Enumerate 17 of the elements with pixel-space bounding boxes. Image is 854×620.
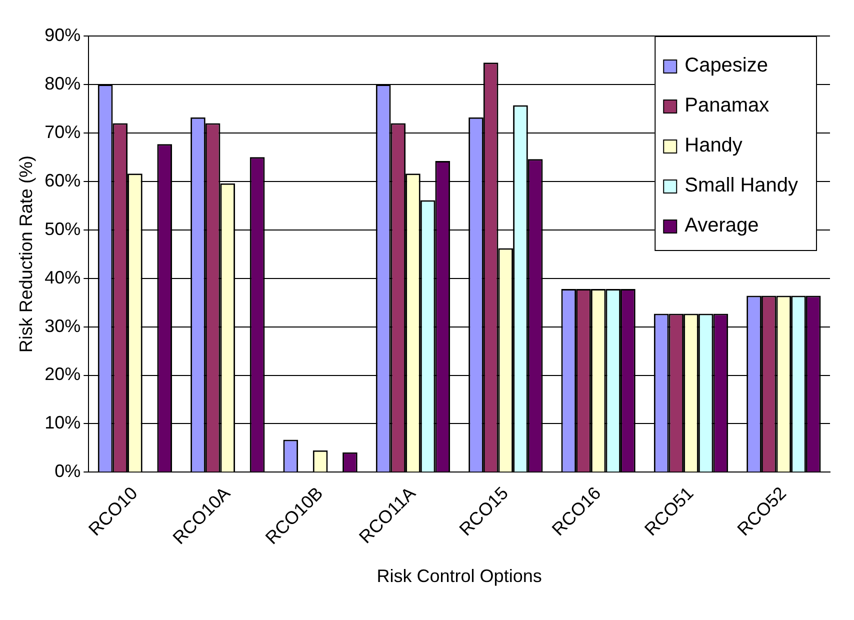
y-tick-label: 50% (44, 218, 81, 239)
legend-label: Capesize (684, 54, 768, 77)
y-tick-label: 40% (44, 267, 81, 288)
y-tick-label: 30% (44, 316, 81, 336)
y-tick-label: 20% (44, 364, 81, 384)
y-tick-label: 60% (44, 170, 81, 190)
y-tick-label: 10% (44, 412, 81, 433)
legend-label: Handy (684, 134, 742, 157)
y-tick-label: 90% (44, 24, 81, 45)
y-tick-label: 70% (44, 122, 81, 142)
legend-label: Small Handy (684, 174, 798, 197)
x-axis-title: Risk Control Options (376, 566, 542, 586)
legend-label: Average (684, 214, 759, 237)
y-axis-title: Risk Reduction Rate (%) (16, 156, 36, 353)
y-tick-label: 0% (54, 461, 81, 482)
legend-label: Panamax (684, 94, 770, 117)
y-tick-label: 80% (44, 73, 81, 94)
